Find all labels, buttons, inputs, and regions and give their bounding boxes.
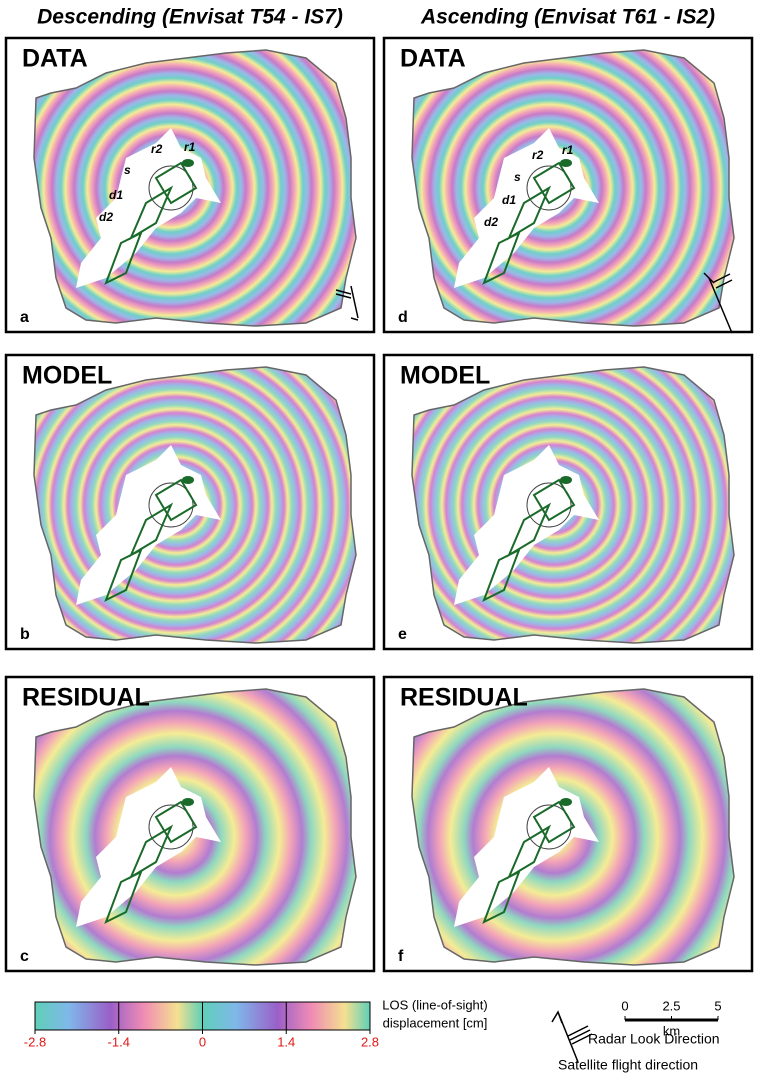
colorbar-tick-label: 1.4 [277,1034,295,1049]
panel: RESIDUAL c [6,677,374,971]
source-r1 [560,476,572,484]
colorbar-label: displacement [cm] [383,1015,488,1030]
colorbar-tick-label: -1.4 [108,1034,130,1049]
column-title: Descending (Envisat T54 - IS7) [37,6,343,29]
panel-label: DATA [400,45,466,73]
legend-radar: Radar Look Direction [588,1031,720,1047]
annotation: d1 [109,188,123,202]
panel-label: MODEL [22,362,112,390]
legend-flight: Satellite flight direction [558,1057,698,1073]
source-r1 [182,798,194,806]
panel-letter: e [398,626,407,643]
annotation: r1 [184,140,196,154]
panel-label: RESIDUAL [22,684,150,712]
annotation: d2 [484,215,498,229]
annotation: r1 [562,143,574,157]
scale-tick-label: 2.5 [662,998,680,1013]
annotation: d1 [502,193,516,207]
annotation: r2 [151,142,163,156]
panel: MODEL e [384,355,752,649]
panel-letter: d [398,309,408,326]
scale-tick-label: 0 [621,998,628,1013]
panel-letter: a [20,309,29,326]
panel-label: RESIDUAL [400,684,528,712]
panel: DATA d r2 r1 s d1 d2 [384,38,752,333]
panel-label: MODEL [400,362,490,390]
panel-letter: f [398,948,404,965]
annotation: d2 [99,210,113,224]
source-r1 [560,798,572,806]
panel-letter: b [20,626,30,643]
colorbar-tick-label: 2.8 [361,1034,379,1049]
source-r1 [560,159,572,167]
colorbar-tick-label: -2.8 [24,1034,46,1049]
scale-tick-label: 5 [714,998,721,1013]
page: Descending (Envisat T54 - IS7) DATA a r2 r1 s… [0,0,757,1078]
panel: DATA a r2 r1 sd1 d2 [6,38,374,332]
colorbar-tick-label: 0 [199,1034,206,1049]
column-title: Ascending (Envisat T61 - IS2) [420,6,715,29]
panel: RESIDUAL f [384,677,752,971]
source-r1 [182,476,194,484]
annotation: r2 [532,148,544,162]
panel-letter: c [20,948,29,965]
annotation: s [124,163,131,177]
panel: MODEL b [6,355,374,649]
flight-arrow [552,1012,578,1062]
annotation: s [514,170,521,184]
colorbar-label: LOS (line-of-sight) [382,997,487,1012]
figure: Descending (Envisat T54 - IS7) DATA a r2 r1 s… [0,0,757,1078]
source-r1 [182,159,194,167]
panel-label: DATA [22,45,88,73]
